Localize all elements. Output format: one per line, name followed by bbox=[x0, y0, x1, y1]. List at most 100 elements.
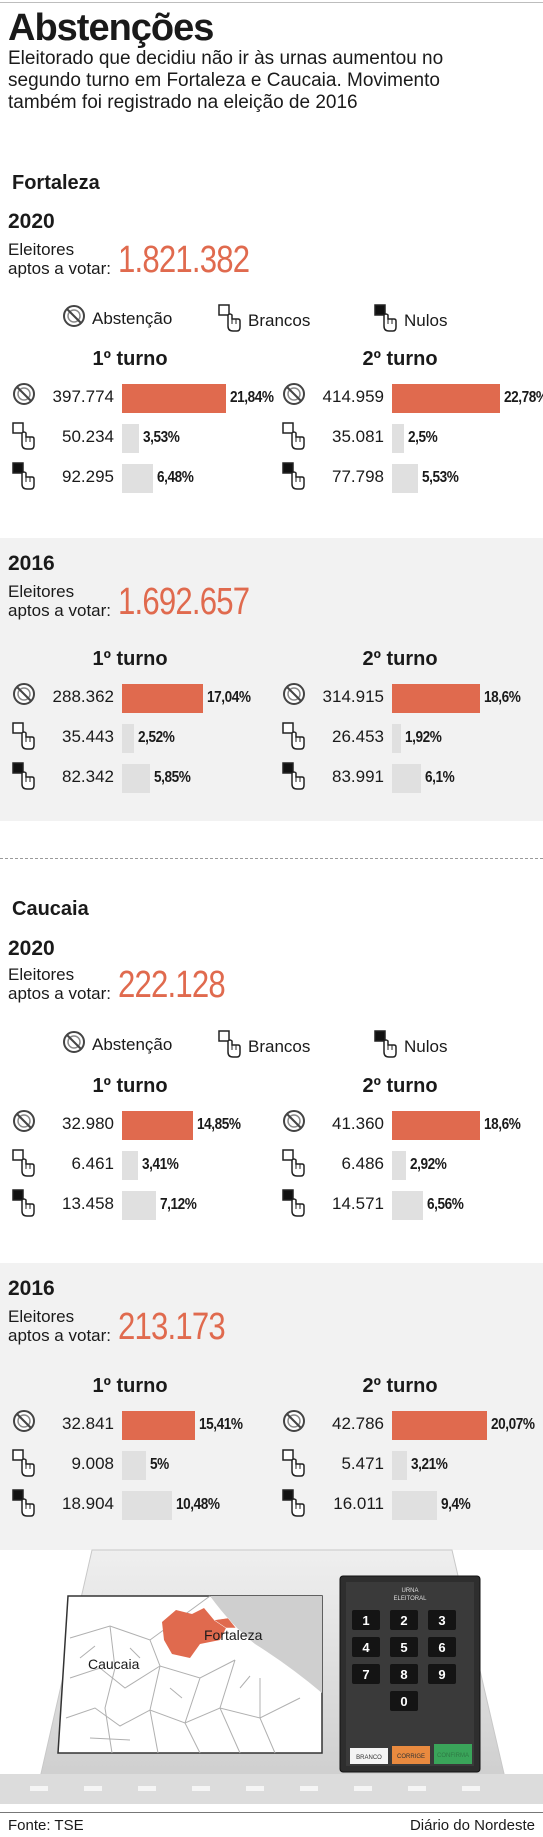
count-brancos: 6.461 bbox=[71, 1154, 114, 1173]
blank-vote-icon bbox=[282, 1449, 306, 1477]
key-label: 2 bbox=[400, 1613, 407, 1628]
count-brancos: 6.486 bbox=[341, 1154, 384, 1173]
legend: Abstenção Brancos Nulos bbox=[0, 302, 543, 332]
pct-brancos: 2,52% bbox=[137, 729, 175, 746]
count-brancos: 5.471 bbox=[341, 1454, 384, 1473]
pct-abstencao: 17,04% bbox=[206, 689, 251, 706]
count-nulos: 82.342 bbox=[62, 767, 114, 786]
key-6 bbox=[428, 1637, 456, 1657]
turno-label: 2º turno bbox=[362, 1375, 438, 1397]
pct-abstencao: 14,85% bbox=[196, 1116, 241, 1133]
key-branco-label: BRANCO bbox=[356, 1755, 382, 1761]
turno-label: 1º turno bbox=[92, 1375, 168, 1397]
bar-nulos bbox=[122, 1491, 172, 1520]
key-corrige-label: CORRIGE bbox=[397, 1754, 425, 1760]
turno-label: 2º turno bbox=[362, 348, 438, 370]
panel-fortaleza-2016 bbox=[0, 538, 543, 821]
count-abstencao: 397.774 bbox=[52, 387, 114, 406]
city-caucaia: Caucaia bbox=[12, 898, 89, 920]
machine-base bbox=[0, 1774, 543, 1804]
key-confirma bbox=[434, 1744, 472, 1764]
turno-label: 1º turno bbox=[92, 1075, 168, 1097]
pct-nulos: 6,1% bbox=[424, 769, 455, 786]
null-vote-icon bbox=[374, 1030, 398, 1063]
null-vote-icon bbox=[282, 762, 306, 790]
legend-label: Nulos bbox=[404, 1036, 448, 1056]
bar-abstencao bbox=[392, 384, 501, 413]
abstention-icon bbox=[12, 382, 36, 408]
page-subtitle: Eleitorado que decidiu não ir às urnas a… bbox=[8, 48, 444, 113]
key-label: 7 bbox=[362, 1667, 369, 1682]
eleitores-label: Eleitores aptos a votar: bbox=[8, 582, 112, 620]
key-9 bbox=[428, 1664, 456, 1684]
keypad-keys: 1 2 3 4 5 6 7 8 9 0 bbox=[352, 1610, 456, 1711]
legend: Abstenção Brancos Nulos bbox=[0, 1028, 543, 1058]
pct-nulos: 5,53% bbox=[422, 469, 459, 486]
null-vote-icon bbox=[282, 462, 306, 490]
bar-abstencao bbox=[392, 684, 481, 713]
key-label: 4 bbox=[362, 1640, 370, 1655]
count-abstencao: 41.360 bbox=[332, 1114, 384, 1133]
key-label: 9 bbox=[438, 1667, 445, 1682]
legend-label: Brancos bbox=[248, 1036, 311, 1056]
count-abstencao: 32.841 bbox=[62, 1414, 114, 1433]
key-confirma-label: CONFIRMA bbox=[437, 1753, 469, 1759]
bar-nulos bbox=[392, 764, 421, 793]
bar-brancos bbox=[392, 724, 402, 753]
year-fortaleza-2016: 2016 bbox=[8, 552, 55, 575]
source: Fonte: TSE bbox=[8, 1817, 84, 1834]
pct-brancos: 3,53% bbox=[142, 429, 180, 446]
map-label-caucaia: Caucaia bbox=[88, 1656, 140, 1672]
pct-abstencao: 21,84% bbox=[229, 389, 274, 406]
key-0 bbox=[390, 1691, 418, 1711]
bottom-rule bbox=[0, 1812, 543, 1813]
credit: Diário do Nordeste bbox=[409, 1817, 535, 1834]
pct-nulos: 10,48% bbox=[175, 1496, 220, 1513]
key-7 bbox=[352, 1664, 380, 1684]
blank-vote-icon bbox=[12, 422, 36, 450]
bar-brancos bbox=[392, 424, 404, 453]
abstention-icon bbox=[282, 1109, 306, 1135]
legend-label: Brancos bbox=[248, 310, 311, 330]
city-fortaleza: Fortaleza bbox=[12, 172, 100, 194]
legend-label: Abstenção bbox=[92, 308, 173, 328]
count-nulos: 18.904 bbox=[62, 1494, 114, 1513]
count-abstencao: 42.786 bbox=[332, 1414, 384, 1433]
count-nulos: 77.798 bbox=[332, 467, 384, 486]
count-brancos: 50.234 bbox=[62, 427, 114, 446]
eleitores-label: Eleitores aptos a votar: bbox=[8, 1307, 112, 1345]
pct-brancos: 3,21% bbox=[411, 1456, 448, 1473]
legend-label: Nulos bbox=[404, 310, 448, 330]
year-caucaia-2020: 2020 bbox=[8, 937, 55, 960]
abstention-icon bbox=[62, 304, 86, 333]
key-label: 8 bbox=[400, 1667, 407, 1682]
key-label: 0 bbox=[400, 1694, 407, 1709]
chart-caucaia-2016: 1º turno 32.841 15,41% 9.008 5% 18.904 10,48% 2… bbox=[0, 1375, 543, 1525]
bar-abstencao bbox=[122, 684, 203, 713]
eleitores-label: Eleitores aptos a votar: bbox=[8, 240, 112, 278]
count-brancos: 26.453 bbox=[332, 727, 384, 746]
count-abstencao: 288.362 bbox=[52, 687, 114, 706]
blank-vote-icon bbox=[12, 1449, 36, 1477]
blank-vote-icon bbox=[282, 722, 306, 750]
chart-caucaia-2020: 1º turno 32.980 14,85% 6.461 3,41% 13.458 7,12… bbox=[0, 1075, 543, 1225]
blank-vote-icon bbox=[218, 304, 242, 337]
abstention-icon bbox=[282, 382, 306, 408]
pct-brancos: 2,92% bbox=[409, 1156, 447, 1173]
key-branco bbox=[350, 1748, 388, 1764]
key-8 bbox=[390, 1664, 418, 1684]
pct-brancos: 1,92% bbox=[405, 729, 442, 746]
year-caucaia-2016: 2016 bbox=[8, 1277, 55, 1300]
turno-label: 2º turno bbox=[362, 1075, 438, 1097]
legend-abstencao: Abstenção bbox=[62, 304, 172, 333]
abstention-icon bbox=[12, 1409, 36, 1435]
eleitores-caucaia-2016: 213.173 bbox=[118, 1306, 226, 1348]
count-nulos: 16.011 bbox=[333, 1494, 384, 1513]
bar-nulos bbox=[392, 464, 419, 493]
blank-vote-icon bbox=[12, 1149, 36, 1177]
key-1 bbox=[352, 1610, 380, 1630]
pct-brancos: 5% bbox=[149, 1456, 169, 1473]
eleitores-label: Eleitores aptos a votar: bbox=[8, 965, 112, 1003]
pct-abstencao: 15,41% bbox=[199, 1416, 243, 1433]
count-nulos: 83.991 bbox=[332, 767, 384, 786]
